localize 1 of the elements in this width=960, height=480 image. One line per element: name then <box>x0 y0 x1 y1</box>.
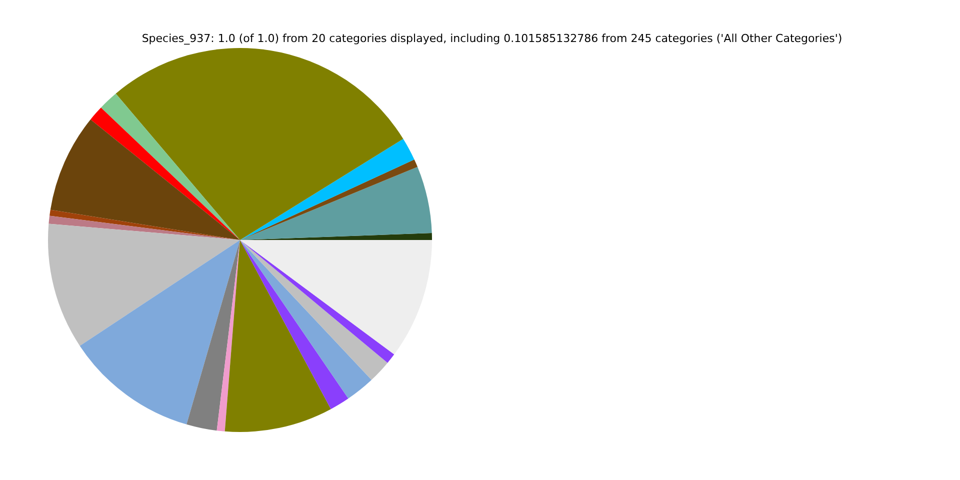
text: Species_937: 1.0 (of 1.0) from 20 categories displayed, including 0.101585132786 from 245 categories ('All Other Categories') <box>140 32 844 45</box>
